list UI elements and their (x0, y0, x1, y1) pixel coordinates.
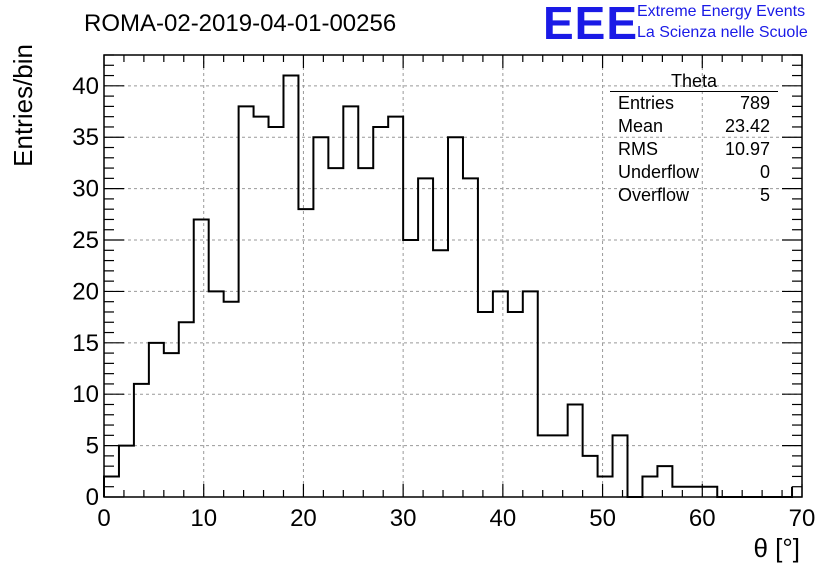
x-tick-label: 20 (290, 505, 317, 532)
x-tick-label: 30 (390, 505, 417, 532)
y-tick-label: 15 (72, 330, 99, 357)
stats-label: Underflow (618, 162, 700, 182)
eee-logo: EEE (543, 0, 639, 49)
stats-row: Overflow 5 (610, 184, 778, 207)
x-tick-labels: 0 10 20 30 40 50 60 70 (97, 505, 815, 532)
logo-line-2: La Scienza nelle Scuole (637, 24, 808, 41)
y-tick-label: 35 (72, 124, 99, 151)
y-axis-label: Entries/bin (8, 44, 38, 167)
stats-value: 0 (759, 162, 770, 182)
stats-value: 789 (739, 93, 770, 113)
stats-value: 5 (759, 185, 770, 205)
y-tick-label: 40 (72, 73, 99, 100)
grid-lines (104, 55, 802, 497)
logo-line-1: Extreme Energy Events (637, 3, 806, 20)
y-tick-label: 10 (72, 381, 99, 408)
y-tick-label: 0 (86, 484, 99, 511)
y-tick-label: 5 (86, 433, 99, 460)
axis-ticks (103, 54, 803, 498)
y-tick-labels: 0 5 10 15 20 25 30 35 40 (72, 73, 99, 511)
x-tick-label: 70 (789, 505, 816, 532)
y-tick-label: 20 (72, 278, 99, 305)
stats-title: Theta (610, 72, 778, 92)
stats-label: Entries (618, 93, 675, 113)
stats-row: Mean 23.42 (610, 115, 778, 138)
stats-label: Mean (618, 116, 664, 136)
x-axis-label: θ [°] (753, 533, 800, 563)
x-tick-label: 50 (589, 505, 616, 532)
stats-value: 10.97 (724, 139, 770, 159)
plot-frame (103, 54, 803, 498)
x-tick-label: 10 (190, 505, 217, 532)
y-tick-label: 25 (72, 227, 99, 254)
histogram-outline (103, 74, 794, 498)
x-tick-label: 0 (97, 505, 110, 532)
x-tick-label: 60 (689, 505, 716, 532)
stats-value: 23.42 (724, 116, 770, 136)
histogram-title: ROMA-02-2019-04-01-00256 (84, 10, 397, 37)
stats-label: Overflow (618, 185, 690, 205)
stats-rows: Entries 789 Mean 23.42 RMS 10.97 Underflow 0 Ove… (610, 92, 778, 207)
stats-row: RMS 10.97 (610, 138, 778, 161)
stats-row: Entries 789 (610, 92, 778, 115)
stats-box: Theta Entries 789 Mean 23.42 RMS 10.97 Underfl… (610, 72, 778, 207)
x-tick-label: 40 (490, 505, 517, 532)
y-tick-label: 30 (72, 176, 99, 203)
stats-label: RMS (618, 139, 658, 159)
stats-row: Underflow 0 (610, 161, 778, 184)
